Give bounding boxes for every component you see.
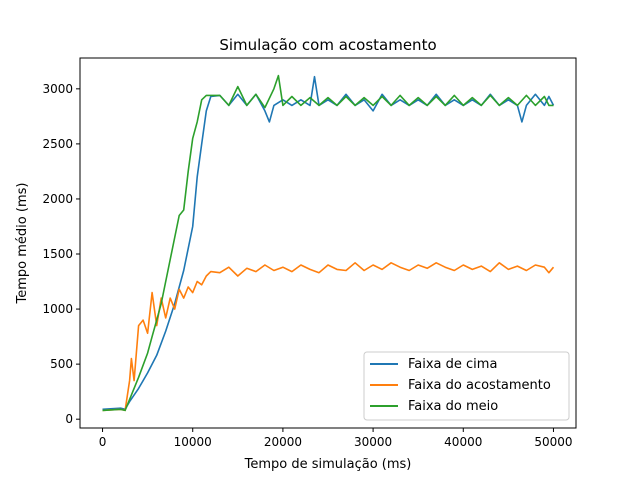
legend-label-3: Faixa do meio xyxy=(408,399,498,414)
x-tick-label: 50000 xyxy=(534,435,572,449)
series-line-3 xyxy=(102,74,554,412)
x-tick-label: 30000 xyxy=(354,435,392,449)
x-tick-label: 40000 xyxy=(444,435,482,449)
y-tick-label: 0 xyxy=(65,412,73,426)
y-axis-ticks: 0 500 1000 1500 2000 2500 3000 xyxy=(42,82,80,426)
x-tick-label: 20000 xyxy=(264,435,302,449)
plot-lines xyxy=(102,74,555,412)
x-axis-ticks: 0 10000 20000 30000 40000 50000 xyxy=(99,428,573,449)
plot-frame xyxy=(79,57,577,429)
y-tick-label: 500 xyxy=(50,357,73,371)
y-tick-label: 1000 xyxy=(42,302,73,316)
y-tick-label: 2500 xyxy=(42,137,73,151)
legend-label-1: Faixa de cima xyxy=(408,357,497,372)
legend-label-2: Faixa do acostamento xyxy=(408,378,551,393)
y-tick-label: 2000 xyxy=(42,192,73,206)
y-tick-label: 3000 xyxy=(42,82,73,96)
x-tick-label: 10000 xyxy=(174,435,212,449)
legend-box xyxy=(363,351,570,421)
y-axis-title: Tempo médio (ms) xyxy=(15,183,30,305)
y-tick-label: 1500 xyxy=(42,247,73,261)
x-axis-title: Tempo de simulação (ms) xyxy=(244,457,412,472)
chart-title: Simulação com acostamento xyxy=(219,36,436,54)
legend: Faixa de cima Faixa do acostamento Faixa d… xyxy=(363,351,570,421)
series-line-2 xyxy=(102,261,555,412)
x-tick-label: 0 xyxy=(99,435,107,449)
